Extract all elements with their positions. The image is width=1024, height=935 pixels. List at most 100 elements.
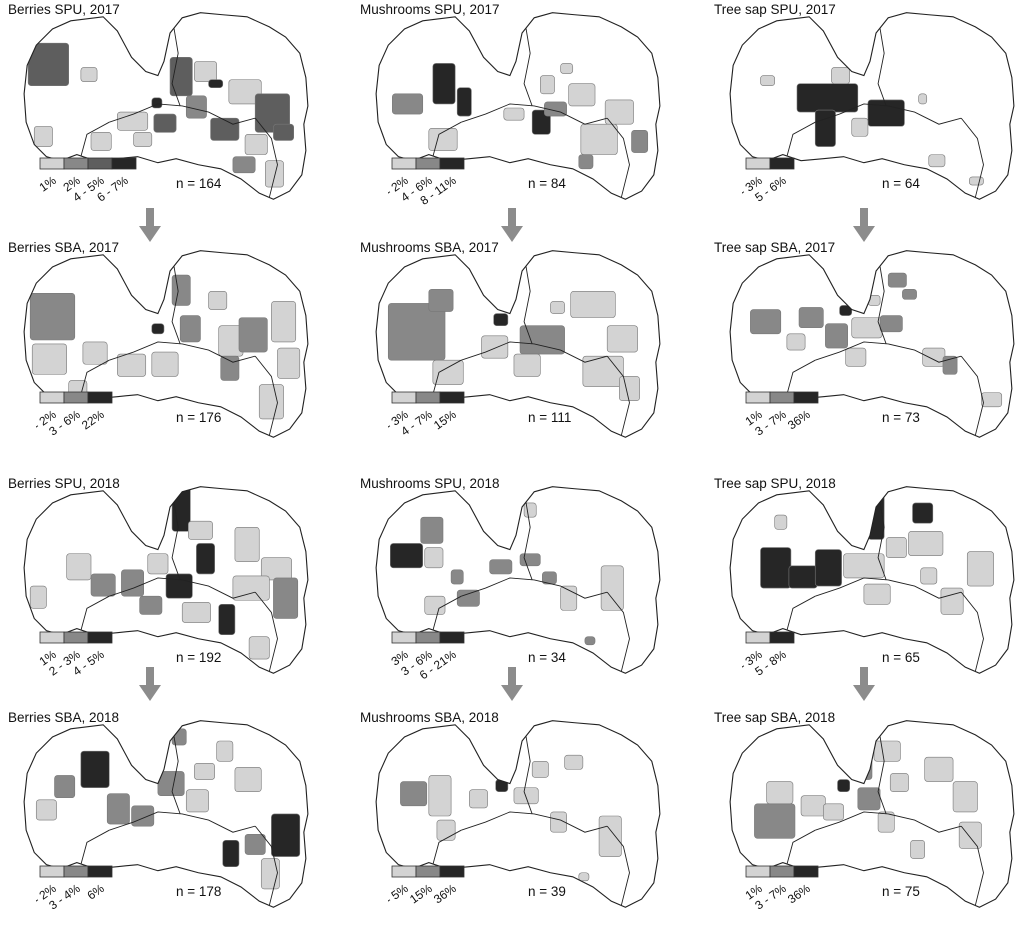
municipality-light [513,787,539,805]
municipality-light [885,537,907,558]
country-outline [23,250,309,438]
legend-label: 6% [85,881,108,903]
panel-title: Tree sap SBA, 2018 [714,710,836,725]
municipality-light [851,317,883,339]
municipality-light [428,127,458,151]
legend-swatch [39,391,65,404]
country-outline [23,720,309,908]
municipality-light [531,760,549,778]
region-border [606,117,630,198]
municipality-medium [519,553,541,567]
legend-swatch [391,391,417,404]
legend-swatch [415,631,441,644]
map-panel-tree-sap-spu-2018: Tree sap SPU, 2018 2 - 3%5 - 8% n = 65 [714,476,1024,701]
municipality-light [277,347,301,379]
municipality-light [968,176,984,186]
region-border [606,355,630,436]
region-border [171,254,181,345]
municipality-medium [902,288,917,300]
municipality-darkest [165,573,193,599]
country-outline [375,250,661,438]
region-border [432,121,462,157]
municipality-light [66,553,92,581]
latvia-map [375,250,661,438]
municipality-medium [631,129,649,153]
municipality-darkest [796,83,859,113]
municipality-light [151,351,179,377]
municipality-light [568,83,596,107]
panel-title: Mushrooms SBA, 2018 [360,710,499,725]
panel-title: Berries SPU, 2018 [8,476,120,491]
municipality-light [924,756,954,782]
municipality-light [766,781,794,805]
municipality-darkest [456,87,472,117]
municipality-dark [210,117,240,141]
legend-swatch [439,157,465,170]
municipality-light [194,762,215,780]
region-border [80,359,110,395]
country-outline [375,486,661,674]
municipality-light [966,551,994,587]
country-outline [729,720,1015,908]
map-panel-mushrooms-sba-2018: Mushrooms SBA, 2018 3 - 5%15%36% n = 39 [360,710,690,935]
municipality-dark [273,123,295,141]
map-panel-berries-spu-2018: Berries SPU, 2018 1% 2 - 3% 4 - 5% n = 192 [8,476,338,701]
region-border [960,591,984,672]
down-arrow-icon [853,208,875,242]
municipality-medium [185,95,207,119]
municipality-medium [887,272,907,288]
municipality-light [117,353,147,377]
municipality-medium [232,156,256,174]
legend-label: 1% [37,173,60,195]
municipality-light [606,325,638,353]
legend: 1 - 3%4 - 7%15% [388,391,465,439]
municipality-light [428,775,452,817]
legend-swatch [793,391,819,404]
municipality-light [550,811,567,833]
municipality-light [918,93,928,105]
municipality-darkest [196,543,215,575]
country-outline [729,12,1015,200]
municipality-darkest [271,813,301,857]
legend-swatch [769,631,795,644]
sample-size: n = 65 [882,650,920,665]
municipality-medium [90,573,116,597]
country-outline [375,720,661,908]
municipality-medium [851,754,873,780]
map-panel-tree-sap-sba-2018: Tree sap SBA, 2018 1% 3 - 7% 36% n = 75 [714,710,1024,935]
municipality-light [560,63,574,74]
country-outline [729,250,1015,438]
municipality-light [523,502,537,518]
municipality-light [580,123,618,155]
map-panel-mushrooms-sba-2017: Mushrooms SBA, 2017 1 - 3%4 - 7%15% n = 11… [360,240,690,465]
legend-swatch [111,157,137,170]
municipality-light [952,781,978,813]
region-border [960,355,984,436]
municipality-darkest [432,63,456,105]
municipality-medium [171,274,191,306]
latvia-map [23,720,309,908]
panel-title: Tree sap SPU, 2018 [714,476,836,491]
municipality-light [513,353,541,377]
latvia-map [729,12,1015,200]
region-border [877,16,887,107]
legend-label: 36% [785,881,813,906]
sample-size: n = 176 [176,410,222,425]
legend-label: 36% [431,881,459,906]
region-border [461,103,608,125]
municipality-light [774,514,788,530]
municipality-light [539,75,555,95]
region-border [432,595,462,631]
municipality-light [823,803,844,821]
legend-swatch [415,157,441,170]
municipality-light [570,290,616,318]
municipality-darkest [151,323,165,335]
municipality-light [940,587,964,615]
down-arrow-icon [853,667,875,701]
municipality-light [234,767,262,792]
municipality-medium [244,833,266,855]
legend-swatch [63,391,89,404]
municipality-light [216,740,234,762]
sample-size: n = 34 [528,650,566,665]
municipality-light [147,553,169,575]
